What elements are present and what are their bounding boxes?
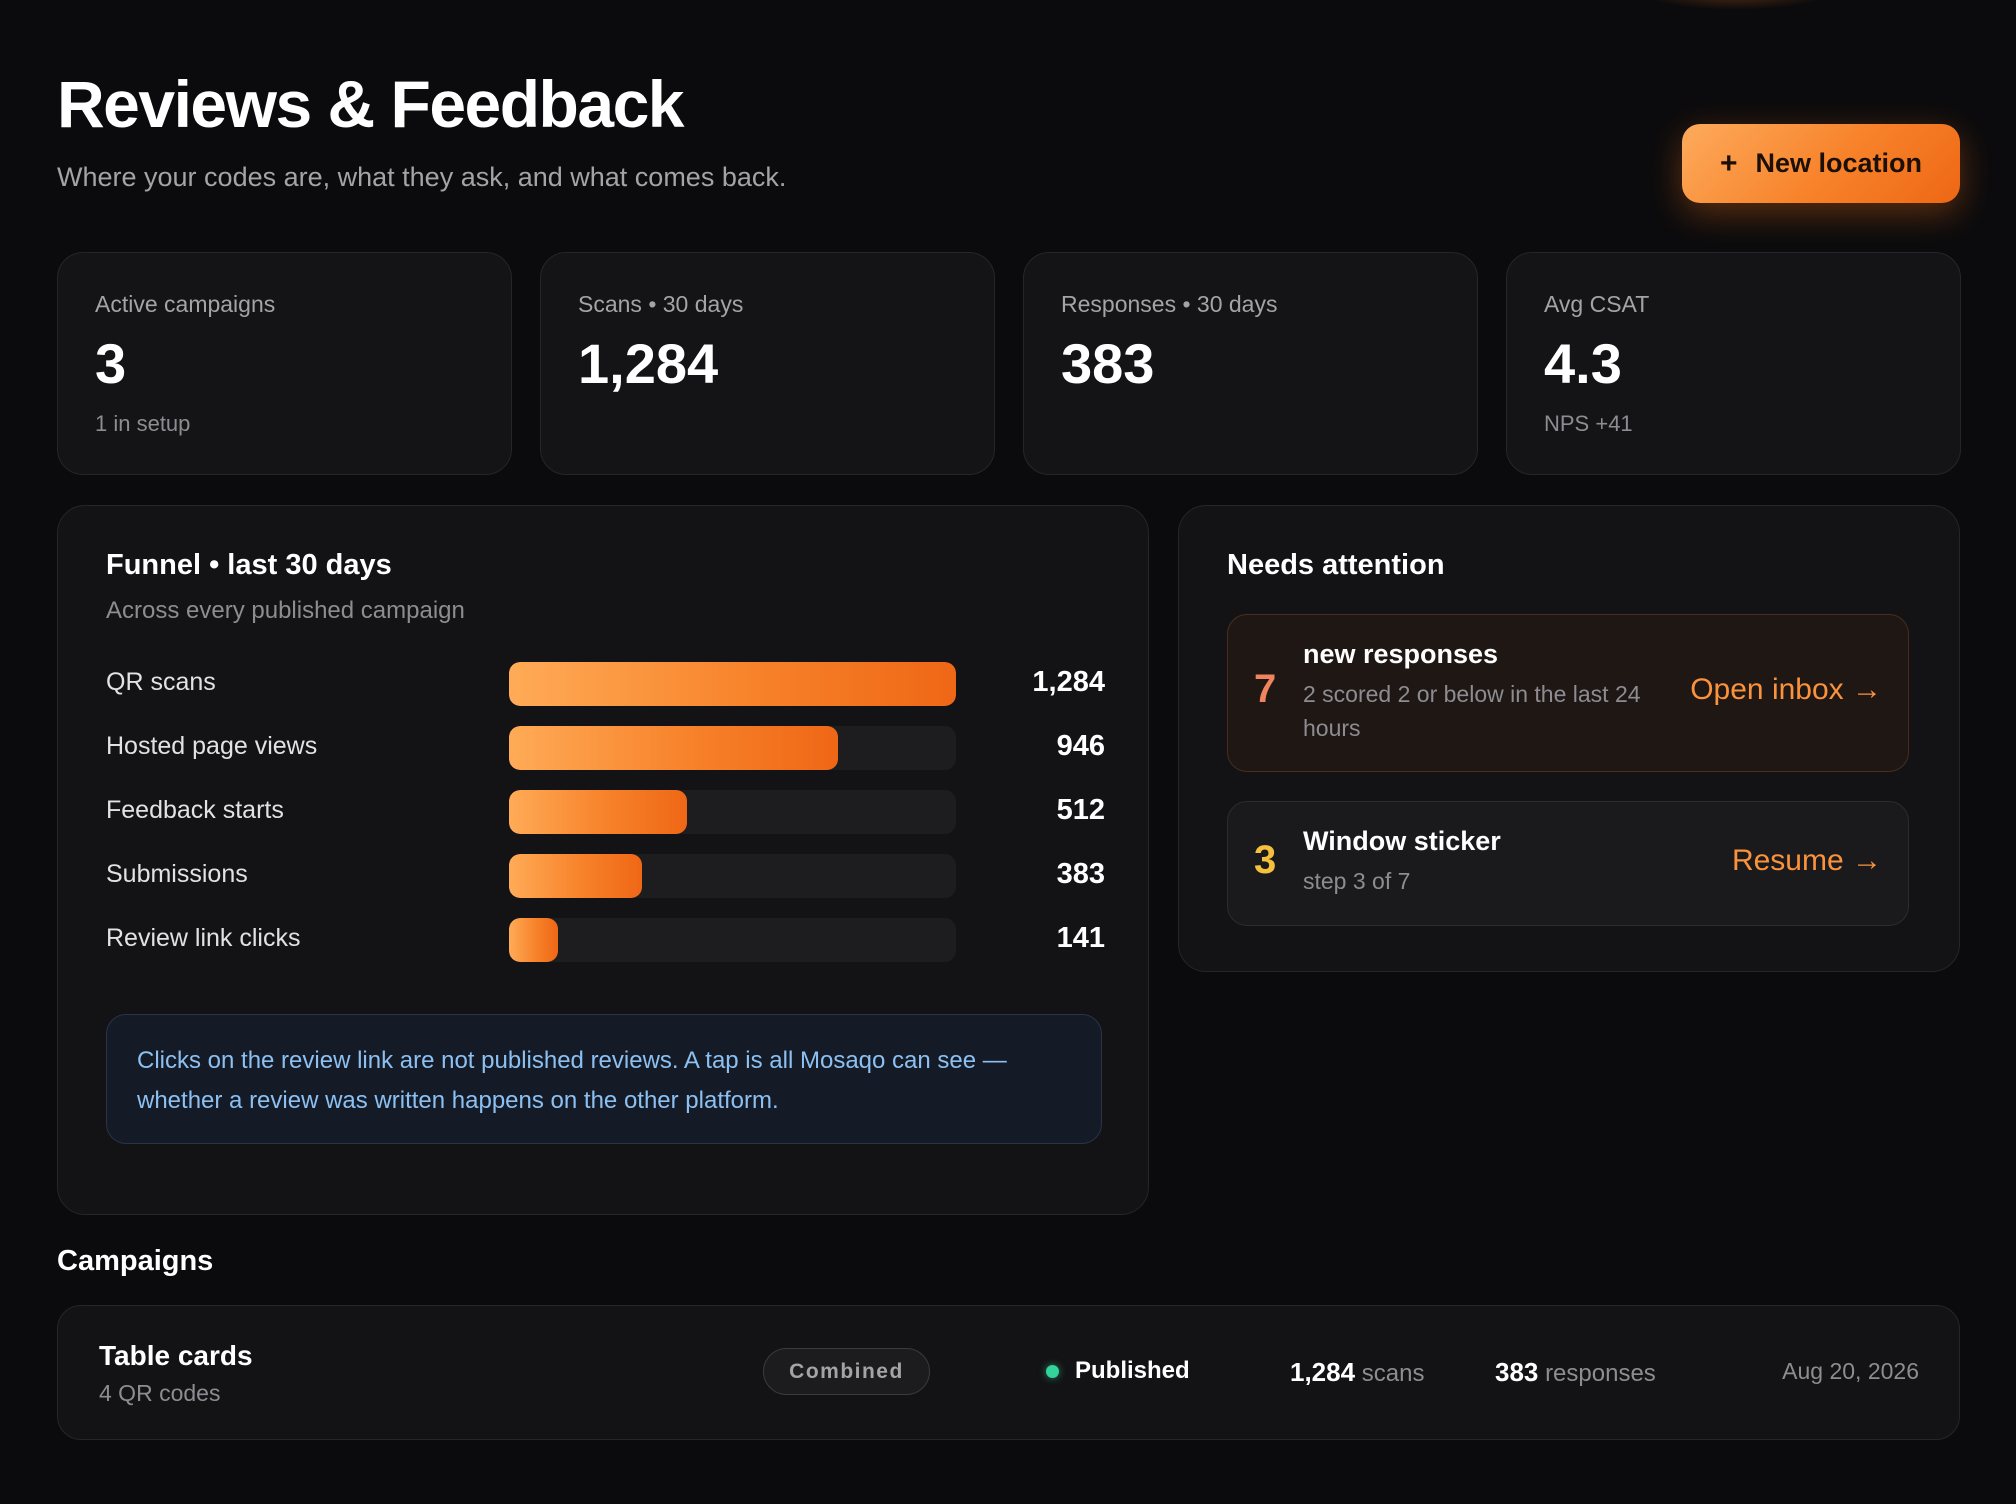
attention-item-title: Window sticker (1303, 826, 1501, 856)
campaign-status-label: Published (1075, 1357, 1190, 1384)
campaign-name: Table cards (99, 1340, 253, 1371)
funnel-bar-fill (509, 790, 688, 834)
funnel-row-review-link-clicks: Review link clicks 141 (106, 918, 1106, 964)
funnel-row-label: Review link clicks (106, 924, 301, 952)
funnel-bar-track (509, 662, 956, 706)
stat-label: Avg CSAT (1544, 291, 1650, 317)
campaign-type-badge: Combined (763, 1348, 930, 1395)
attention-count: 3 (1254, 838, 1277, 882)
funnel-row-value: 383 (1056, 858, 1105, 890)
status-dot-icon (1046, 1364, 1059, 1378)
funnel-row-value: 1,284 (1032, 666, 1105, 698)
campaign-row[interactable]: Table cards 4 QR codes Combined Publishe… (57, 1305, 1960, 1440)
funnel-bar-fill (509, 918, 559, 962)
review-link-info-note: Clicks on the review link are not publis… (106, 1014, 1102, 1144)
new-location-label: New location (1755, 148, 1923, 178)
funnel-bar-track (509, 790, 956, 834)
campaign-codes: 4 QR codes (99, 1380, 221, 1406)
stat-note: 1 in setup (95, 411, 191, 436)
page-subtitle: Where your codes are, what they ask, and… (57, 162, 787, 192)
stat-value: 3 (95, 332, 127, 395)
attention-item-description: step 3 of 7 (1303, 868, 1411, 894)
campaign-scans-unit: scans (1361, 1360, 1425, 1387)
funnel-row-label: Feedback starts (106, 796, 284, 824)
funnel-bar-fill (509, 726, 839, 770)
stat-card-avg-csat: Avg CSAT 4.3 NPS +41 (1506, 252, 1961, 475)
attention-item-new-responses[interactable]: 7 new responses 2 scored 2 or below in t… (1227, 614, 1909, 772)
funnel-bar-fill (509, 662, 956, 706)
campaign-scans-value: 1,284 (1290, 1357, 1356, 1387)
campaign-responses-unit: responses (1545, 1360, 1656, 1387)
funnel-panel: Funnel • last 30 days Across every publi… (57, 505, 1149, 1215)
funnel-row-page-views: Hosted page views 946 (106, 726, 1106, 772)
funnel-row-submissions: Submissions 383 (106, 854, 1106, 900)
stat-label: Responses • 30 days (1061, 291, 1278, 317)
stat-card-scans: Scans • 30 days 1,284 (540, 252, 995, 475)
attention-item-window-sticker[interactable]: 3 Window sticker step 3 of 7 Resume → (1227, 801, 1909, 926)
funnel-bar-fill (509, 854, 643, 898)
accent-glow (1636, 0, 1836, 10)
campaign-status: Published (1046, 1357, 1190, 1385)
new-location-button[interactable]: + New location (1682, 124, 1960, 203)
attention-item-description: 2 scored 2 or below in the last 24 hours (1303, 681, 1641, 741)
stat-label: Scans • 30 days (578, 291, 744, 317)
campaign-scans: 1,284 scans (1290, 1357, 1424, 1388)
open-inbox-link[interactable]: Open inbox → (1690, 673, 1882, 706)
needs-attention-panel: Needs attention 7 new responses 2 scored… (1178, 505, 1960, 972)
funnel-row-value: 141 (1056, 922, 1105, 954)
funnel-row-feedback-starts: Feedback starts 512 (106, 790, 1106, 836)
campaign-date: Aug 20, 2026 (1782, 1358, 1919, 1384)
funnel-row-label: Submissions (106, 860, 248, 888)
campaign-responses-value: 383 (1495, 1357, 1539, 1387)
funnel-bar-track (509, 854, 956, 898)
funnel-row-value: 512 (1056, 794, 1105, 826)
funnel-row-qr-scans: QR scans 1,284 (106, 662, 1106, 708)
stat-note: NPS +41 (1544, 411, 1633, 436)
funnel-bar-track (509, 726, 956, 770)
stat-value: 383 (1061, 332, 1155, 395)
funnel-title: Funnel • last 30 days (106, 549, 392, 581)
stat-value: 4.3 (1544, 332, 1622, 395)
resume-link[interactable]: Resume → (1731, 844, 1882, 877)
attention-item-title: new responses (1303, 639, 1499, 669)
funnel-subtitle: Across every published campaign (106, 597, 465, 624)
funnel-row-label: QR scans (106, 668, 216, 696)
funnel-row-value: 946 (1056, 730, 1105, 762)
campaign-responses: 383 responses (1495, 1357, 1656, 1388)
campaigns-heading: Campaigns (57, 1245, 214, 1277)
stat-label: Active campaigns (95, 291, 276, 317)
plus-icon: + (1719, 146, 1738, 180)
stat-card-responses: Responses • 30 days 383 (1023, 252, 1478, 475)
stat-card-active-campaigns: Active campaigns 3 1 in setup (57, 252, 512, 475)
attention-count: 7 (1254, 667, 1277, 711)
attention-title: Needs attention (1227, 549, 1445, 581)
funnel-row-label: Hosted page views (106, 732, 318, 760)
stat-value: 1,284 (578, 332, 719, 395)
funnel-bar-track (509, 918, 956, 962)
page-title: Reviews & Feedback (57, 67, 684, 141)
